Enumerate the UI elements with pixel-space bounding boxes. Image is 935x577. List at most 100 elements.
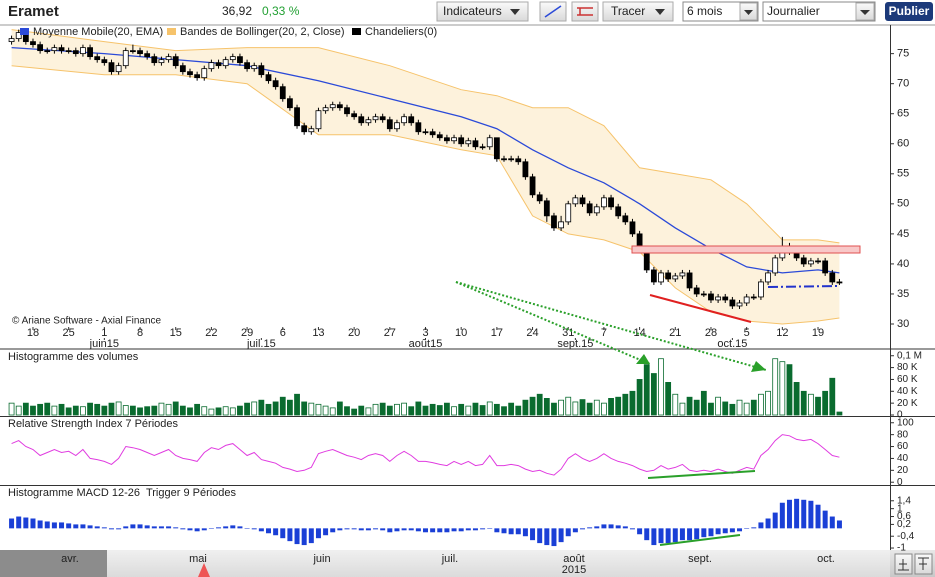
volume-bar (208, 408, 215, 416)
y-tick-label: 60 (897, 138, 909, 150)
candle-body (829, 272, 836, 283)
navigator-handle[interactable] (198, 563, 210, 577)
macd-bar (558, 528, 564, 543)
candle-body (379, 116, 386, 121)
panel-title: Relative Strength Index 7 Périodes (8, 418, 178, 430)
macd-bar (615, 525, 621, 529)
button-label: Tracer (611, 4, 645, 18)
candle-body (65, 50, 72, 53)
button-frame (571, 1, 599, 22)
macd-bar (458, 528, 464, 532)
button-frame (602, 1, 674, 22)
stock-name: Eramet (8, 3, 59, 20)
navigator-window[interactable] (107, 550, 890, 577)
volume-bar (650, 373, 657, 416)
candle-body (565, 203, 572, 223)
volume-bar (65, 407, 72, 416)
trend-line (649, 294, 752, 323)
y-tick-label: -1 (897, 543, 906, 554)
period-select[interactable]: 6 mois (682, 1, 759, 22)
y-tick-label: 20 (897, 465, 909, 476)
candle-body (208, 62, 215, 70)
x-tick-label: 22 (205, 327, 217, 339)
macd-bar (280, 528, 286, 539)
volume-bar (793, 382, 800, 416)
rsi-line (11, 434, 840, 476)
volume-bar (615, 396, 622, 416)
navigator-tools[interactable] (894, 553, 933, 575)
macd-bar (629, 528, 635, 530)
volume-bar (15, 405, 22, 416)
select-value: 6 mois (687, 4, 722, 18)
publish-button[interactable]: Publier (885, 2, 933, 21)
volume-bar (501, 406, 507, 416)
draw-button[interactable]: Tracer (602, 1, 674, 22)
candle-body (479, 146, 486, 149)
macd-bar (101, 527, 107, 529)
volume-bar (229, 407, 236, 416)
candle-body (129, 50, 136, 53)
chart-style-button[interactable] (571, 1, 599, 22)
candle-body (800, 257, 807, 265)
macd-bar (151, 526, 157, 529)
candle-body (194, 74, 201, 79)
volume-bar (265, 403, 272, 416)
macd-bar (651, 528, 657, 546)
volume-bar (394, 403, 400, 416)
y-tick-label: 55 (897, 168, 909, 180)
volume-bar (807, 393, 814, 416)
macd-bar (637, 528, 643, 535)
indicators-button[interactable]: Indicateurs (436, 1, 529, 22)
volume-bar (379, 402, 386, 416)
x-tick-label: 14 (633, 327, 645, 339)
volume-bar (301, 401, 308, 416)
volume-bar (586, 402, 593, 416)
volume-bar (372, 403, 379, 416)
volume-bar (622, 393, 629, 416)
volume-bar (672, 393, 679, 416)
volume-bar (679, 402, 686, 416)
volume-bar (608, 398, 614, 416)
candle-body (608, 197, 614, 208)
candle-body (201, 68, 208, 79)
candle-body (351, 113, 358, 118)
macd-bar (465, 528, 471, 531)
navigator-month: juin (312, 553, 330, 565)
volume-bar (786, 364, 793, 416)
macd-bar (123, 526, 129, 529)
volume-bar (165, 403, 172, 416)
candle-body (715, 296, 722, 301)
candle-body (486, 137, 493, 148)
macd-bar (408, 528, 414, 531)
navigator[interactable] (0, 550, 935, 577)
arrow-line (455, 281, 651, 365)
candle-body (372, 116, 379, 121)
macd-bar (779, 502, 785, 529)
macd-bar (751, 527, 757, 529)
macd-bar (744, 528, 750, 529)
candle-body (836, 281, 843, 284)
candle-body (344, 107, 350, 115)
x-tick-label: 1 (101, 327, 107, 339)
macd-bar (729, 528, 735, 533)
volume-bar (736, 399, 743, 416)
macd-bar (530, 528, 536, 541)
macd-bar (301, 528, 307, 546)
volume-bar (365, 407, 372, 416)
interval-select[interactable]: Journalier (762, 1, 876, 22)
macd-bar (665, 528, 671, 544)
credit: © Ariane Software - Axial Finance (12, 316, 162, 327)
x-tick-label: 18 (27, 327, 39, 339)
macd-bar (494, 528, 500, 533)
macd-bar (515, 528, 521, 535)
navigator-month: oct. (817, 553, 835, 565)
macd-bar (180, 528, 186, 530)
macd-bar (315, 528, 321, 539)
volume-bar (158, 402, 165, 416)
volume-bar (436, 405, 443, 416)
chart-style-button[interactable] (539, 1, 567, 22)
volume-bar (58, 403, 65, 416)
candle-body (444, 137, 450, 142)
candle-body (315, 110, 322, 130)
volume-bar (251, 401, 258, 416)
